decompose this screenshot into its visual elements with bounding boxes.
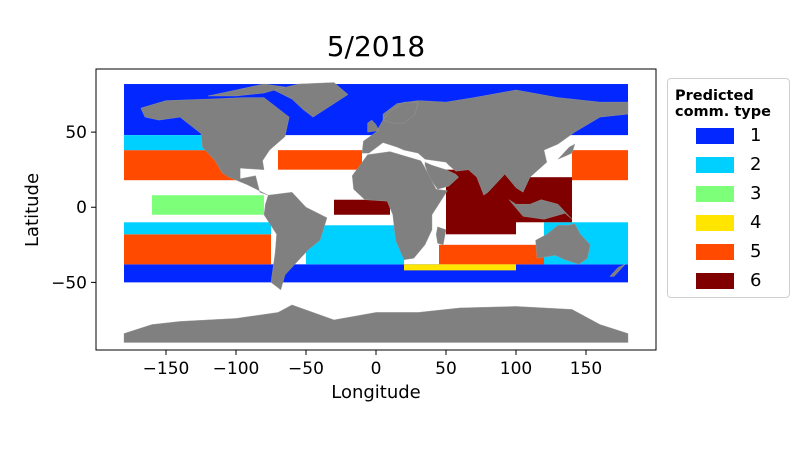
region-type-2 [124,135,208,151]
region-type-2 [124,222,271,235]
region-type-5 [278,150,362,170]
region-type-5 [572,150,628,181]
land-arabia [424,161,459,190]
legend-label: 6 [750,270,762,291]
land-arctic-islands [207,83,286,97]
x-tick-label: 100 [500,359,532,379]
y-tick-label: −50 [51,273,87,293]
land-africa [351,151,448,261]
land-australia [535,223,591,265]
legend-title: Predicted comm. type [675,88,789,120]
x-tick-label: 0 [371,359,382,379]
legend-label: 1 [750,125,762,146]
region-type-4 [404,264,516,271]
land-antarctica [123,304,629,343]
land-japan [557,143,576,160]
land-north-america [140,97,290,196]
x-axis: −150 −100 −50 0 50 100 150 [143,350,602,379]
legend: Predicted comm. type 1 2 3 4 5 6 [667,78,790,298]
region-type-6 [334,199,390,215]
land-madagascar [435,226,447,246]
x-tick-label: −100 [213,359,260,379]
legend-label: 3 [750,183,762,204]
land-new-zealand [609,264,626,277]
legend-swatch [696,186,734,202]
y-axis-label: Latitude [22,173,43,247]
land-eurasia [361,89,629,196]
land-masses [123,82,629,343]
land-indonesia [508,199,573,220]
x-tick-label: 50 [435,359,457,379]
land-scandinavia [382,101,419,124]
legend-swatch [696,273,734,289]
chart-title: 5/2018 [326,30,426,63]
legend-label: 5 [750,241,762,262]
y-tick-label: 50 [65,123,87,143]
x-axis-label: Longitude [331,382,421,403]
region-type-3 [152,195,264,215]
region-type-5 [439,244,544,265]
legend-label: 4 [750,212,762,233]
legend-title-line: comm. type [675,104,771,120]
legend-title-line: Predicted [675,88,754,104]
legend-swatch [696,128,734,144]
x-tick-label: −150 [143,359,190,379]
region-type-5 [124,234,271,265]
y-axis: −50 0 50 [51,123,96,293]
legend-swatch [696,157,734,173]
land-uk [367,119,380,133]
land-south-america [263,191,328,291]
x-tick-label: −50 [288,359,324,379]
region-type-1 [124,264,628,283]
legend-swatch [696,244,734,260]
legend-label: 2 [750,154,762,175]
y-tick-label: 0 [76,198,87,218]
x-tick-label: 150 [570,359,602,379]
legend-swatch [696,215,734,231]
land-greenland [273,82,349,118]
